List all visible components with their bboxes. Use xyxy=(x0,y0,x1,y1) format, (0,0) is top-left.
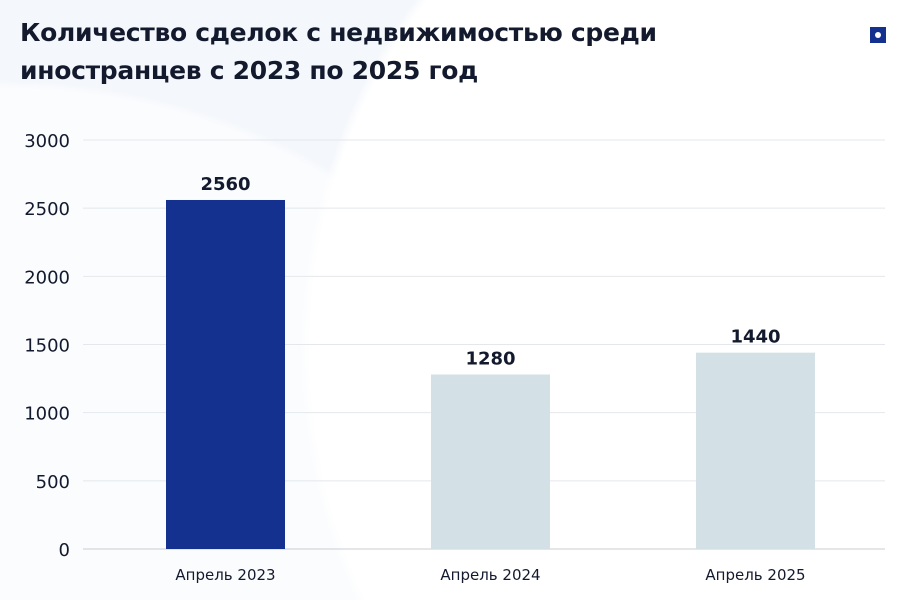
data-label: 2560 xyxy=(200,174,250,195)
chart-title: Количество сделок с недвижимостью среди … xyxy=(20,18,657,85)
x-tick-label: Апрель 2024 xyxy=(440,566,540,584)
x-tick-label: Апрель 2025 xyxy=(705,566,805,584)
x-tick-label: Апрель 2023 xyxy=(175,566,275,584)
y-tick-label: 0 xyxy=(59,540,70,561)
y-tick-label: 3000 xyxy=(24,131,70,152)
y-tick-label: 500 xyxy=(36,472,70,493)
y-tick-label: 1500 xyxy=(24,336,70,357)
y-tick-label: 2500 xyxy=(24,199,70,220)
y-tick-label: 2000 xyxy=(24,267,70,288)
brand-logo-icon xyxy=(870,27,886,43)
bar xyxy=(696,352,815,549)
data-label: 1440 xyxy=(730,327,780,348)
y-tick-label: 1000 xyxy=(24,404,70,425)
bar xyxy=(166,199,285,549)
bar xyxy=(431,374,550,549)
data-label: 1280 xyxy=(465,348,515,369)
